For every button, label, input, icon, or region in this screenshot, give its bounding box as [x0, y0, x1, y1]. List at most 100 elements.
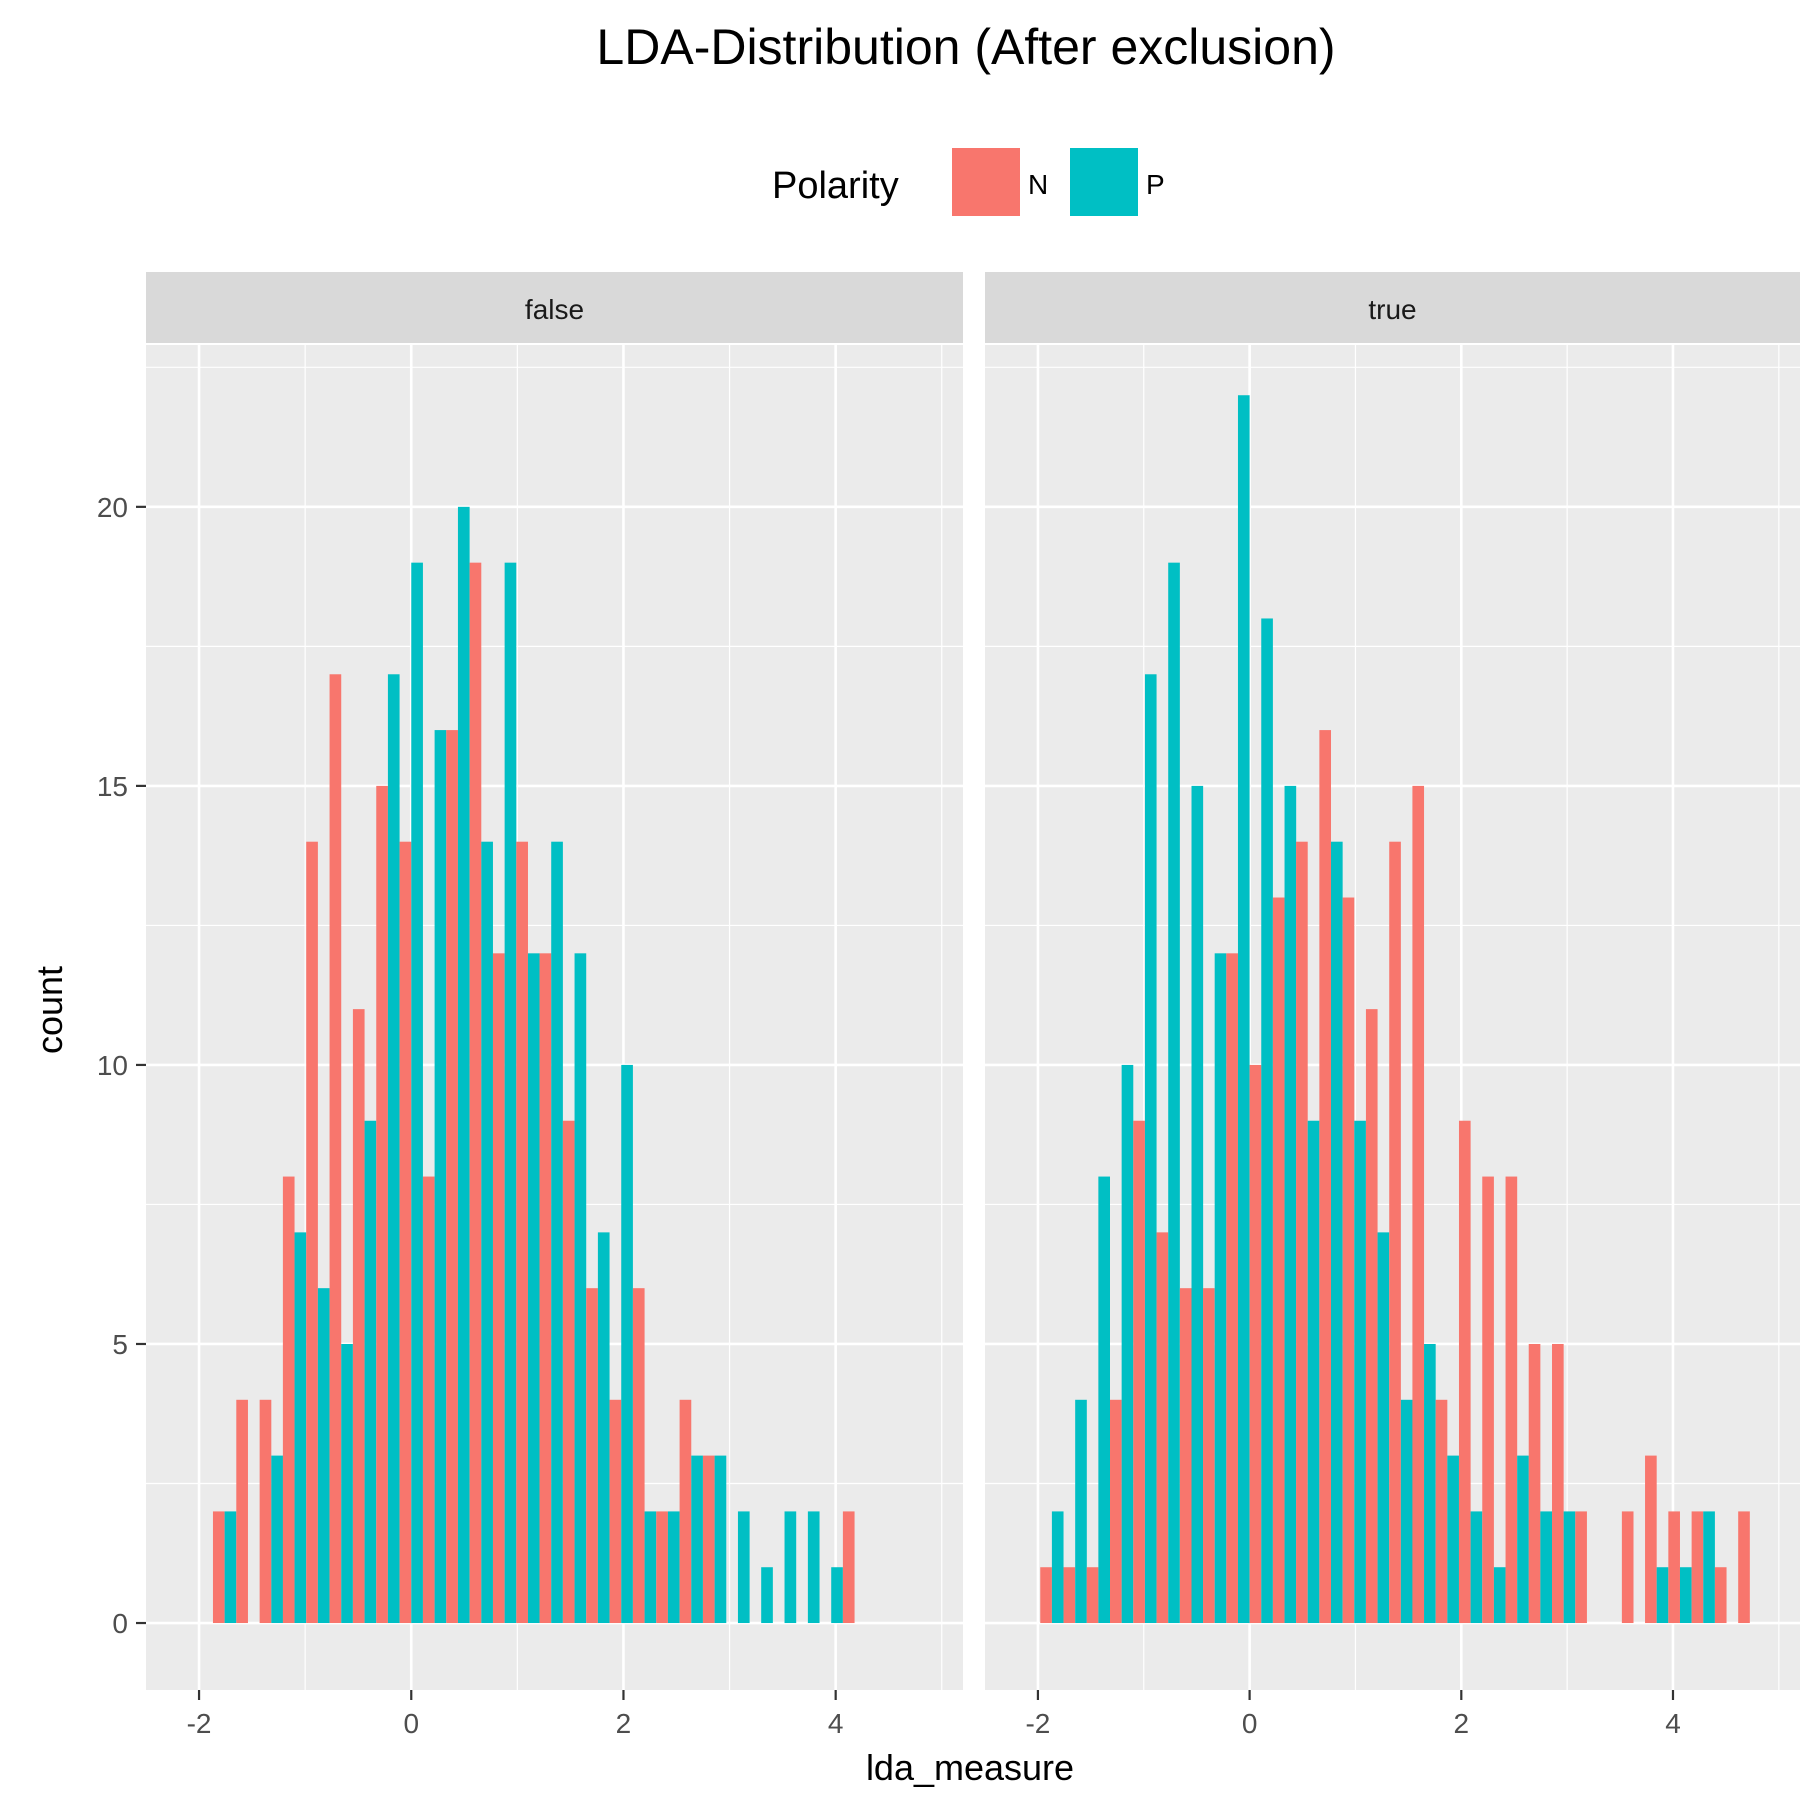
bar-p [1447, 1455, 1459, 1624]
bar-n [329, 674, 342, 1624]
bar-p [1214, 953, 1227, 1624]
bar-p [1377, 1232, 1390, 1624]
strip-false [146, 272, 963, 343]
bar-p [784, 1511, 797, 1624]
legend-title: Polarity [772, 165, 899, 207]
x-axis-title: lda_measure [866, 1747, 1074, 1788]
bar-p [527, 953, 540, 1624]
x-tick-label: 2 [1454, 1708, 1470, 1739]
bar-p [1191, 785, 1204, 1624]
bar-n [1086, 1567, 1099, 1624]
bar-n [306, 841, 318, 1624]
legend-label-n: N [1028, 169, 1048, 200]
legend-key-n [952, 148, 1020, 216]
bar-p [224, 1511, 237, 1624]
bar-p [1679, 1567, 1692, 1624]
bar-p [1540, 1511, 1553, 1624]
bar-n [679, 1399, 692, 1624]
bar-p [1656, 1567, 1669, 1624]
panel-false: false -2 0 2 4 0 5 10 15 20 [97, 272, 963, 1739]
y-tick-label: 0 [112, 1608, 128, 1639]
bar-n [1505, 1176, 1518, 1624]
bar-n [842, 1511, 855, 1624]
bar-n [422, 1176, 435, 1624]
bar-p [1703, 1511, 1715, 1624]
bar-n [609, 1399, 622, 1624]
bar-n [539, 953, 552, 1624]
y-tick-label: 10 [97, 1050, 128, 1081]
x-tick-label: 2 [616, 1708, 632, 1739]
bar-n [469, 562, 482, 1624]
bar-n [1040, 1567, 1052, 1624]
bar-n [376, 785, 388, 1624]
bar-n [259, 1399, 272, 1624]
bar-n [1691, 1511, 1704, 1624]
x-tick-label: 4 [1665, 1708, 1681, 1739]
bar-p [481, 841, 493, 1624]
strip-label-false: false [525, 294, 584, 325]
x-tick-label: 0 [403, 1708, 419, 1739]
bar-n [1272, 897, 1285, 1624]
bar-n [1156, 1232, 1169, 1624]
bar-n [1110, 1399, 1122, 1624]
bar-n [632, 1288, 645, 1624]
bar-p [1284, 785, 1297, 1624]
bar-p [667, 1511, 680, 1624]
bar-p [1563, 1511, 1576, 1624]
bar-n [1249, 1064, 1262, 1624]
y-tick-label: 5 [112, 1329, 128, 1360]
bar-p [1493, 1567, 1506, 1624]
bar-n [492, 953, 505, 1624]
bar-p [1168, 562, 1180, 1624]
bar-p [411, 562, 423, 1624]
bar-n [236, 1399, 248, 1624]
bar-p [714, 1455, 727, 1624]
bar-n [1668, 1511, 1680, 1624]
bar-p [364, 1120, 377, 1624]
bar-p [1354, 1120, 1366, 1624]
bar-p [551, 841, 563, 1624]
bar-p [294, 1232, 307, 1624]
bar-p [644, 1511, 657, 1624]
bar-p [1098, 1176, 1110, 1624]
bar-n [446, 730, 458, 1624]
bar-n [1482, 1176, 1494, 1624]
bar-n [1063, 1567, 1076, 1624]
x-tick-label: 0 [1242, 1708, 1258, 1739]
bar-p [574, 953, 587, 1624]
bar-n [1552, 1343, 1564, 1624]
x-tick-label: -2 [187, 1708, 212, 1739]
bar-p [1331, 841, 1343, 1624]
bar-n [1645, 1455, 1657, 1624]
bar-n [1365, 1009, 1378, 1624]
legend-label-p: P [1146, 169, 1165, 200]
bar-p [457, 506, 470, 1624]
bar-p [1051, 1511, 1064, 1624]
bar-n [656, 1511, 668, 1624]
bar-p [1121, 1064, 1134, 1624]
bar-n [586, 1288, 598, 1624]
bar-n [1738, 1511, 1750, 1624]
y-axis-title: count [29, 966, 70, 1054]
bar-p [691, 1455, 703, 1624]
bar-p [1261, 618, 1273, 1624]
bar-n [282, 1176, 295, 1624]
bar-p [1075, 1399, 1087, 1624]
bar-p [1470, 1511, 1483, 1624]
bar-n [1621, 1511, 1634, 1624]
bar-p [434, 730, 447, 1624]
y-tick-label: 15 [97, 771, 128, 802]
bar-n [702, 1455, 715, 1624]
bar-p [317, 1288, 330, 1624]
bar-p [807, 1511, 820, 1624]
bar-p [1424, 1343, 1436, 1624]
bar-p [1144, 674, 1157, 1624]
bar-p [737, 1511, 750, 1624]
bar-n [1458, 1120, 1471, 1624]
bar-n [1389, 841, 1401, 1624]
legend-key-p [1070, 148, 1138, 216]
x-tick-label: -2 [1025, 1708, 1050, 1739]
bar-p [831, 1567, 843, 1624]
bar-n [1319, 730, 1332, 1624]
